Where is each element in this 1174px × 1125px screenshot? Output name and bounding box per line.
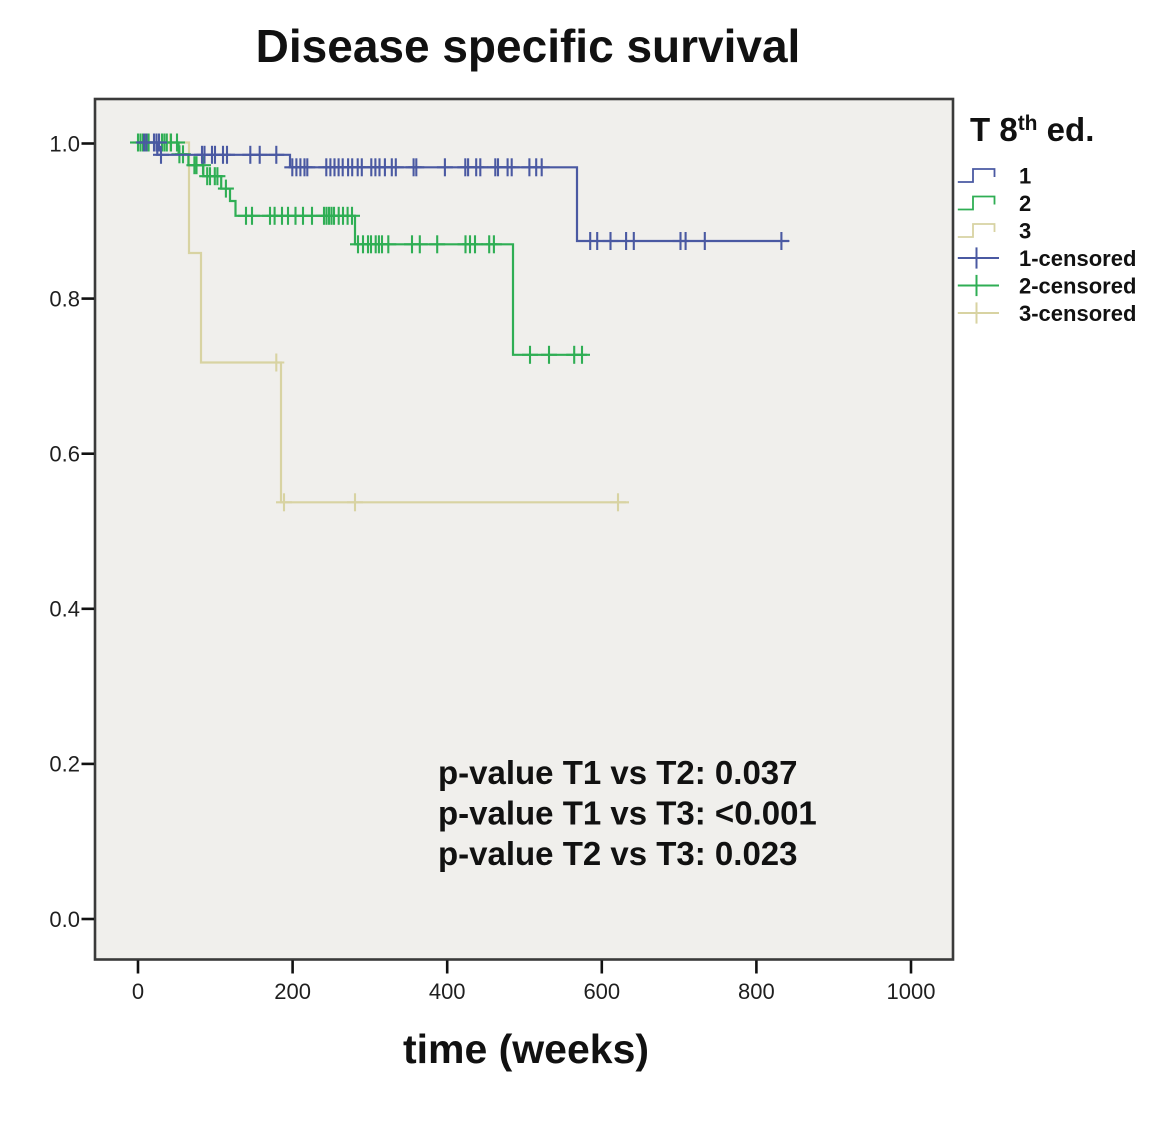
svg-text:1000: 1000 <box>887 979 936 1004</box>
svg-text:Disease specific survival: Disease specific survival <box>256 20 801 72</box>
svg-text:p-value T2 vs T3: 0.023: p-value T2 vs T3: 0.023 <box>438 835 798 872</box>
svg-text:0: 0 <box>132 979 144 1004</box>
svg-text:1: 1 <box>1019 163 1031 188</box>
svg-text:time (weeks): time (weeks) <box>403 1026 649 1072</box>
svg-text:1-censored: 1-censored <box>1019 246 1136 271</box>
svg-text:p-value T1 vs T2: 0.037: p-value T1 vs T2: 0.037 <box>438 754 798 791</box>
svg-text:2-censored: 2-censored <box>1019 273 1136 298</box>
svg-text:0.4: 0.4 <box>49 597 80 622</box>
svg-text:800: 800 <box>738 979 775 1004</box>
svg-text:3-censored: 3-censored <box>1019 301 1136 326</box>
svg-text:2: 2 <box>1019 191 1031 216</box>
svg-text:0.0: 0.0 <box>49 907 80 932</box>
svg-text:400: 400 <box>429 979 466 1004</box>
svg-text:p-value T1 vs T3: <0.001: p-value T1 vs T3: <0.001 <box>438 795 817 832</box>
svg-text:0.8: 0.8 <box>49 286 80 311</box>
svg-text:600: 600 <box>583 979 620 1004</box>
svg-text:T 8th ed.: T 8th ed. <box>970 111 1094 148</box>
svg-text:0.6: 0.6 <box>49 442 80 467</box>
svg-text:3: 3 <box>1019 218 1031 243</box>
svg-text:0.2: 0.2 <box>49 752 80 777</box>
svg-text:1.0: 1.0 <box>49 131 80 156</box>
svg-text:200: 200 <box>274 979 311 1004</box>
